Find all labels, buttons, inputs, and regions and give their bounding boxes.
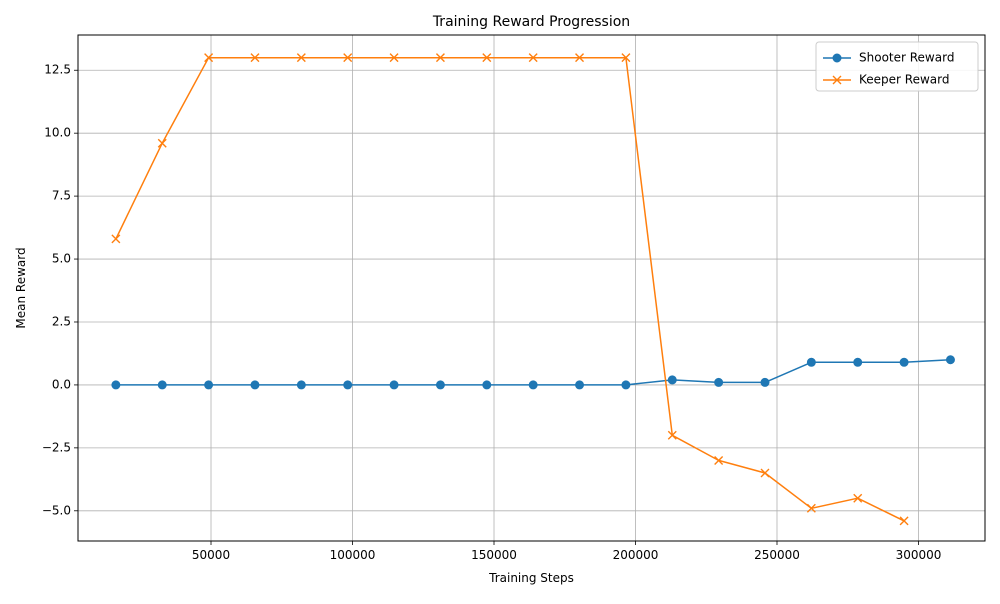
data-point bbox=[157, 380, 167, 390]
data-point bbox=[853, 357, 863, 367]
data-point bbox=[435, 380, 445, 390]
data-point bbox=[296, 53, 306, 63]
y-tick-label: −5.0 bbox=[42, 503, 71, 517]
data-point bbox=[389, 53, 399, 63]
data-point bbox=[714, 455, 724, 465]
legend-label-shooter: Shooter Reward bbox=[859, 51, 954, 65]
data-point bbox=[667, 375, 677, 385]
data-point bbox=[853, 493, 863, 503]
x-tick-label: 100000 bbox=[330, 548, 376, 562]
y-tick-label: 12.5 bbox=[44, 63, 71, 77]
data-point bbox=[806, 503, 816, 513]
series-line bbox=[115, 56, 905, 522]
data-point bbox=[760, 377, 770, 387]
x-axis-label: Training Steps bbox=[488, 571, 574, 585]
y-tick-label: −2.5 bbox=[42, 440, 71, 454]
series-shooter bbox=[111, 355, 955, 390]
data-point bbox=[343, 380, 353, 390]
series-layer bbox=[111, 53, 955, 526]
y-tick-label: 7.5 bbox=[52, 189, 71, 203]
x-tick-label: 150000 bbox=[471, 548, 517, 562]
series-keeper bbox=[111, 53, 909, 526]
data-point bbox=[621, 53, 631, 63]
data-point bbox=[111, 380, 121, 390]
data-point bbox=[575, 53, 585, 63]
data-point bbox=[528, 53, 538, 63]
data-point bbox=[389, 380, 399, 390]
data-point bbox=[250, 53, 260, 63]
data-point bbox=[296, 380, 306, 390]
y-tick-label: 0.0 bbox=[52, 377, 71, 391]
data-point bbox=[250, 380, 260, 390]
data-point bbox=[899, 357, 909, 367]
data-point bbox=[806, 357, 816, 367]
y-tick-label: 5.0 bbox=[52, 252, 71, 266]
data-point bbox=[945, 355, 955, 365]
data-point bbox=[482, 380, 492, 390]
plot-frame bbox=[77, 34, 986, 542]
legend: Shooter Reward Keeper Reward bbox=[815, 41, 979, 92]
x-tick-label: 250000 bbox=[754, 548, 800, 562]
data-point bbox=[157, 138, 167, 148]
y-tick-label: 10.0 bbox=[44, 126, 71, 140]
legend-box bbox=[815, 41, 979, 92]
data-point bbox=[204, 53, 214, 63]
x-tick-label: 50000 bbox=[192, 548, 230, 562]
y-axis-ticks: −5.0 −2.5 0.0 2.5 5.0 7.5 10.0 12.5 bbox=[42, 63, 78, 517]
y-tick-label: 2.5 bbox=[52, 314, 71, 328]
data-point bbox=[899, 516, 909, 526]
data-point bbox=[204, 380, 214, 390]
legend-label-keeper: Keeper Reward bbox=[859, 73, 949, 87]
legend-marker bbox=[832, 75, 842, 85]
data-point bbox=[621, 380, 631, 390]
data-point bbox=[760, 468, 770, 478]
x-axis-ticks: 50000 100000 150000 200000 250000 300000 bbox=[192, 541, 941, 562]
data-point bbox=[343, 53, 353, 63]
legend-items bbox=[823, 53, 851, 85]
legend-marker bbox=[832, 53, 842, 63]
y-axis-label: Mean Reward bbox=[14, 247, 28, 328]
data-point bbox=[528, 380, 538, 390]
data-point bbox=[111, 234, 121, 244]
chart-title: Training Reward Progression bbox=[432, 14, 630, 30]
data-point bbox=[714, 377, 724, 387]
x-tick-label: 300000 bbox=[896, 548, 942, 562]
data-point bbox=[667, 430, 677, 440]
data-point bbox=[575, 380, 585, 390]
data-point bbox=[482, 53, 492, 63]
data-point bbox=[435, 53, 445, 63]
x-tick-label: 200000 bbox=[613, 548, 659, 562]
grid-lines bbox=[78, 35, 985, 541]
